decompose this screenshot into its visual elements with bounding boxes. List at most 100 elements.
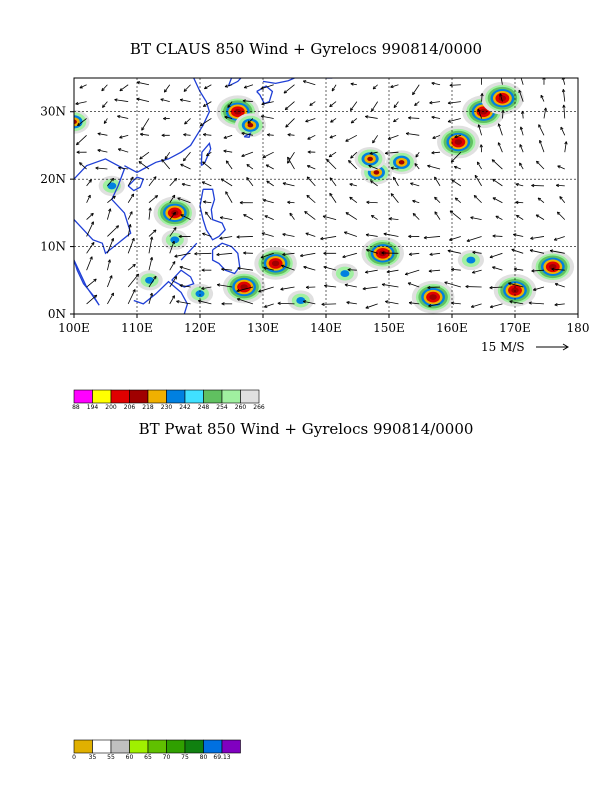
wind-vector <box>407 282 420 288</box>
wind-vector <box>427 285 441 290</box>
wind-vector <box>349 183 357 187</box>
wind-vector <box>101 84 108 92</box>
coastline <box>133 280 189 314</box>
wind-vector <box>414 101 420 107</box>
wind-vector <box>492 266 503 271</box>
wind-vector <box>227 101 233 108</box>
cloud-feature <box>498 95 507 102</box>
wind-vector <box>405 132 420 136</box>
wind-vector <box>555 183 565 188</box>
wind-vector <box>492 234 503 238</box>
wind-vector <box>258 286 274 293</box>
wind-vector <box>369 151 378 155</box>
wind-vector <box>216 252 233 257</box>
wind-vector <box>148 195 159 204</box>
wind-vector <box>362 286 378 291</box>
wind-vector <box>509 300 524 305</box>
wind-vector <box>412 199 420 204</box>
wind-vector <box>306 194 316 204</box>
x-tick-label: 160E <box>436 321 468 335</box>
wind-vector <box>529 249 545 254</box>
wind-vector <box>282 252 295 256</box>
x-tick-label: 150E <box>373 321 405 335</box>
colorbar-swatch <box>184 739 204 754</box>
cloud-feature <box>549 263 557 270</box>
wind-vector <box>246 164 254 170</box>
wind-vector <box>519 126 524 136</box>
wind-vector <box>287 200 295 204</box>
colorbar-swatch <box>166 389 186 404</box>
wind-vector <box>350 101 358 111</box>
colorbar-swatch <box>73 739 93 754</box>
wind-vector <box>350 151 358 159</box>
wind-vector <box>560 126 566 136</box>
colorbar-swatch <box>92 739 112 754</box>
cloud-feature <box>107 182 117 190</box>
wind-vector <box>520 78 524 85</box>
wind-vector <box>345 212 358 220</box>
wind-vector <box>199 118 212 127</box>
cloud-feature <box>398 160 405 165</box>
wind-vector <box>393 118 399 123</box>
wind-vector <box>306 165 316 170</box>
wind-vector <box>266 133 274 137</box>
wind-vector <box>516 214 524 220</box>
wind-vector <box>414 163 420 170</box>
wind-vector <box>386 269 399 274</box>
wind-vector <box>118 166 129 170</box>
wind-vector <box>368 164 378 170</box>
wind-vector <box>535 214 545 220</box>
wind-vector <box>76 135 87 146</box>
x-tick-label: 140E <box>310 321 342 335</box>
wind-vector <box>86 212 94 220</box>
reference-vector-label: 15 M/S <box>481 340 525 354</box>
wind-vector <box>434 176 441 187</box>
wind-vector <box>236 297 254 305</box>
colorbar-label: 260 <box>235 404 247 410</box>
wind-vector <box>107 259 111 271</box>
wind-vector <box>533 286 545 291</box>
wind-vector <box>344 231 357 237</box>
wind-vector <box>97 132 108 136</box>
wind-vector <box>540 94 545 102</box>
wind-vector <box>194 252 212 256</box>
wind-vector <box>390 84 399 89</box>
wind-vector <box>223 134 233 139</box>
wind-vector <box>348 160 358 170</box>
wind-vector <box>474 174 482 187</box>
wind-vector <box>236 286 254 293</box>
wind-vector <box>282 182 295 187</box>
wind-vector <box>75 101 87 106</box>
wind-vector <box>261 232 274 237</box>
wind-vector <box>365 233 378 237</box>
wind-vector <box>225 191 233 203</box>
wind-vector <box>169 261 176 271</box>
wind-vector <box>556 211 566 220</box>
wind-vector <box>349 196 358 204</box>
cloud-feature <box>195 290 205 298</box>
wind-vector <box>447 249 461 254</box>
y-tick-label: 30N <box>40 105 66 119</box>
wind-vector <box>263 266 274 271</box>
wind-vector <box>178 234 191 239</box>
wind-vector <box>243 84 254 89</box>
wind-vector <box>302 300 316 305</box>
wind-vector <box>481 78 483 85</box>
wind-vector <box>224 84 233 88</box>
wind-vector <box>239 201 253 205</box>
wind-vector <box>538 124 545 136</box>
wind-vector <box>408 301 420 305</box>
wind-vector <box>536 160 545 170</box>
wind-vector <box>434 211 441 220</box>
colorbar-swatch <box>110 389 130 404</box>
wind-vector <box>557 165 565 170</box>
colorbar-swatch <box>203 389 223 404</box>
colorbar-label: 0 <box>72 754 76 760</box>
wind-vector <box>449 236 461 241</box>
colorbar-label: 254 <box>216 404 228 410</box>
wind-vector <box>281 264 295 271</box>
wind-vector <box>305 232 316 237</box>
colorbar-swatch <box>110 739 130 754</box>
wind-vector <box>564 141 568 153</box>
wind-vector <box>429 252 441 256</box>
